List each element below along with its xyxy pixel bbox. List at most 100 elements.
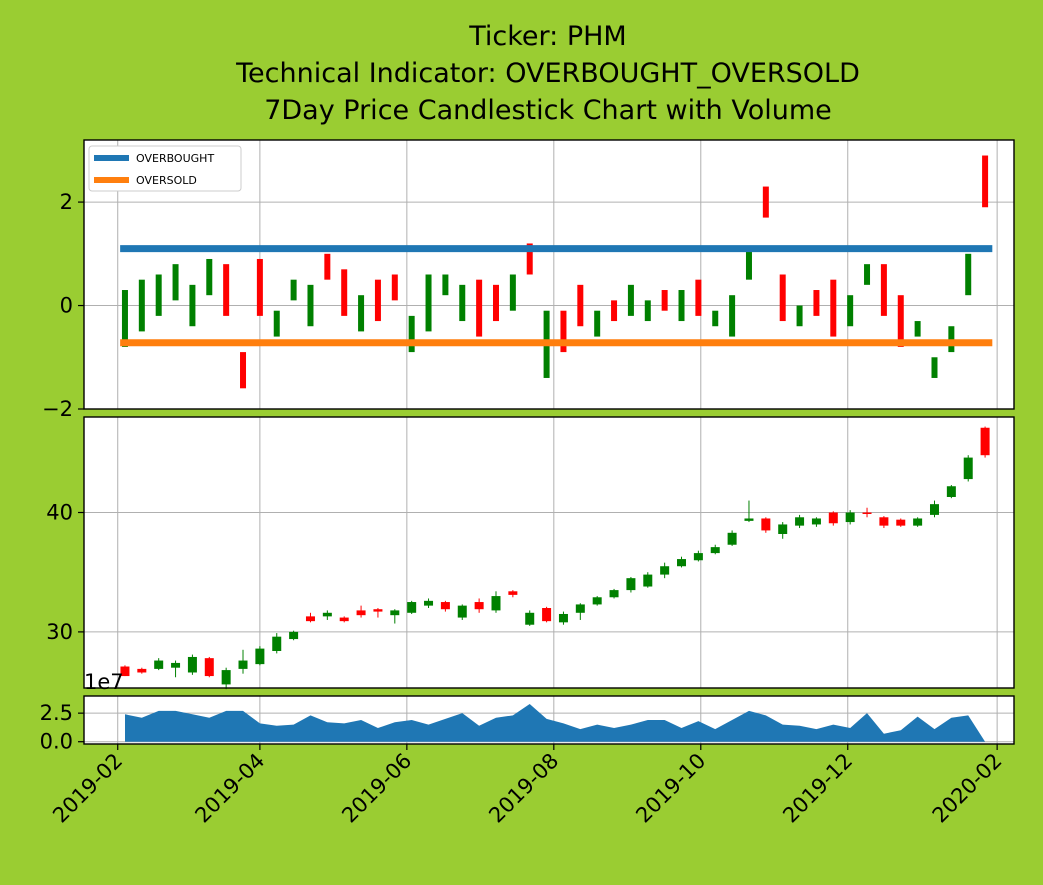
price-candle bbox=[778, 524, 788, 534]
indicator-bar bbox=[324, 253, 331, 280]
indicator-bar bbox=[627, 284, 634, 316]
indicator-bar bbox=[796, 305, 803, 327]
indicator-bar bbox=[138, 279, 145, 332]
price-candle bbox=[474, 602, 484, 610]
price-candle bbox=[171, 662, 181, 668]
indicator-bar bbox=[408, 315, 415, 353]
price-candle bbox=[862, 512, 872, 515]
y-tick-label: 40 bbox=[46, 501, 73, 525]
price-candle bbox=[677, 559, 687, 567]
price-candle bbox=[913, 518, 923, 526]
chart-title-line-3: 7Day Price Candlestick Chart with Volume bbox=[264, 95, 832, 126]
y-tick-label: 0 bbox=[60, 294, 73, 318]
price-candle bbox=[963, 457, 973, 480]
price-candle bbox=[828, 512, 838, 524]
price-candle bbox=[643, 574, 653, 587]
indicator-bar bbox=[526, 243, 533, 275]
indicator-bar bbox=[847, 295, 854, 327]
price-candle bbox=[896, 519, 906, 526]
price-candle bbox=[154, 660, 164, 669]
indicator-bar bbox=[914, 321, 921, 337]
price-candle bbox=[187, 656, 197, 673]
price-candle bbox=[744, 518, 754, 521]
indicator-bar bbox=[391, 274, 398, 301]
indicator-bar bbox=[745, 248, 752, 280]
indicator-bar bbox=[729, 295, 736, 337]
x-tick-label: 2019-12 bbox=[778, 749, 857, 828]
indicator-bar bbox=[661, 290, 668, 311]
price-y-axis: 30 40 bbox=[46, 501, 84, 644]
price-candle bbox=[710, 547, 720, 554]
price-candle bbox=[221, 670, 231, 685]
indicator-bar bbox=[273, 310, 280, 337]
volume-panel-frame bbox=[83, 695, 1015, 745]
indicator-bar bbox=[813, 290, 820, 316]
indicator-panel: −2 0 2 OVERBOUGHT OVERSOLD bbox=[42, 139, 1015, 421]
price-candle bbox=[592, 597, 602, 605]
price-candle bbox=[204, 658, 214, 677]
indicator-bar bbox=[897, 295, 904, 347]
price-candle bbox=[120, 666, 130, 677]
indicator-bar bbox=[121, 290, 128, 347]
volume-y-axis: 0.02.5 bbox=[40, 701, 84, 754]
y-tick-label: 0.0 bbox=[40, 730, 73, 754]
indicator-bar bbox=[931, 357, 938, 378]
price-candle bbox=[761, 518, 771, 531]
x-tick-label: 2019-04 bbox=[190, 749, 269, 828]
price-candle bbox=[660, 566, 670, 575]
indicator-bar bbox=[459, 284, 466, 322]
indicator-bar bbox=[830, 279, 837, 337]
y-tick-label: 2.5 bbox=[40, 701, 73, 725]
price-candle bbox=[272, 636, 282, 651]
indicator-bar bbox=[864, 264, 871, 285]
indicator-panel-frame bbox=[83, 139, 1015, 410]
indicator-levels bbox=[120, 245, 993, 347]
indicator-bar bbox=[762, 186, 769, 218]
legend-overbought-label: OVERBOUGHT bbox=[136, 152, 214, 165]
indicator-bar bbox=[256, 258, 263, 316]
x-axis: 2019-02 2019-04 2019-06 2019-08 2019-10 2019-… bbox=[48, 744, 1007, 828]
volume-panel: 0.02.5 1e7 bbox=[40, 670, 1015, 754]
price-candle bbox=[137, 668, 147, 673]
price-grid bbox=[84, 417, 1014, 688]
indicator-bar bbox=[695, 279, 702, 316]
chart-title-line-2: Technical Indicator: OVERBOUGHT_OVERSOLD bbox=[235, 58, 860, 89]
price-candle bbox=[440, 602, 450, 610]
price-panel-background bbox=[84, 417, 1014, 688]
indicator-bar bbox=[240, 352, 247, 389]
price-candle bbox=[356, 610, 366, 616]
indicator-bar bbox=[476, 279, 483, 337]
y-tick-label: 30 bbox=[46, 620, 73, 644]
indicator-bar bbox=[223, 264, 230, 316]
price-candle bbox=[525, 612, 535, 625]
price-panel-frame bbox=[83, 416, 1015, 689]
price-candle bbox=[255, 648, 265, 665]
x-tick-label: 2019-02 bbox=[48, 749, 127, 828]
price-marks bbox=[120, 426, 990, 690]
volume-area bbox=[125, 704, 986, 742]
price-candle bbox=[980, 427, 990, 456]
y-tick-label: −2 bbox=[42, 397, 73, 421]
indicator-bar bbox=[374, 279, 381, 322]
price-candle bbox=[289, 631, 299, 640]
indicator-bar bbox=[880, 264, 887, 316]
indicator-y-axis: −2 0 2 bbox=[42, 190, 84, 421]
x-tick-label: 2020-02 bbox=[928, 749, 1007, 828]
indicator-bar bbox=[492, 284, 499, 322]
indicator-bar bbox=[509, 274, 516, 311]
price-candle bbox=[693, 553, 703, 561]
price-candle bbox=[491, 596, 501, 611]
price-candle bbox=[457, 605, 467, 618]
y-tick-label: 2 bbox=[60, 190, 73, 214]
indicator-bar bbox=[948, 326, 955, 353]
indicator-bar bbox=[425, 274, 432, 332]
price-candle bbox=[575, 604, 585, 613]
indicator-bar bbox=[560, 310, 567, 353]
indicator-legend: OVERBOUGHT OVERSOLD bbox=[88, 145, 242, 192]
indicator-bar bbox=[982, 155, 989, 208]
indicator-bar bbox=[594, 310, 601, 337]
price-candle bbox=[558, 613, 568, 623]
price-candle bbox=[811, 518, 821, 525]
x-tick-label: 2019-08 bbox=[484, 749, 563, 828]
